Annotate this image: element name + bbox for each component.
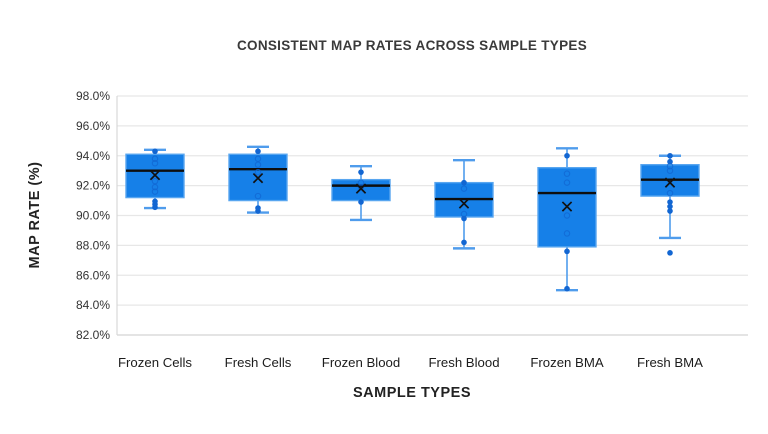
data-point <box>667 158 673 165</box>
y-tick-label: 94.0% <box>76 149 110 163</box>
y-tick-label: 88.0% <box>76 238 110 252</box>
data-point-open <box>563 170 571 177</box>
data-point-open <box>151 177 159 185</box>
y-tick-label: 96.0% <box>76 119 110 133</box>
data-point-open <box>666 189 674 197</box>
chart-title: CONSISTENT MAP RATES ACROSS SAMPLE TYPES <box>236 38 588 53</box>
x-axis-title: SAMPLE TYPES <box>353 385 471 401</box>
box-group-fresh-bma <box>640 152 700 256</box>
category-label: Fresh BMA <box>637 355 703 370</box>
data-point <box>667 199 673 205</box>
mean-marker <box>664 177 676 188</box>
data-point-open <box>254 192 262 200</box>
category-label: Frozen Blood <box>322 355 400 370</box>
category-label: Fresh Cells <box>225 355 292 370</box>
data-point <box>564 285 570 292</box>
data-point <box>564 248 570 255</box>
data-point-open <box>254 168 262 176</box>
box-group-frozen-blood <box>331 165 391 222</box>
y-tick-label: 86.0% <box>76 268 110 282</box>
data-point <box>255 208 261 214</box>
data-point <box>461 239 467 246</box>
data-point <box>667 250 673 256</box>
category-label: Frozen BMA <box>530 355 603 370</box>
data-point-open <box>563 179 571 186</box>
box-group-frozen-cells <box>125 148 185 211</box>
data-point <box>564 152 570 159</box>
category-label: Fresh Blood <box>428 355 499 370</box>
data-point <box>461 179 467 186</box>
box-group-fresh-cells <box>228 145 288 214</box>
category-label: Frozen Cells <box>118 355 192 370</box>
data-point-open <box>357 179 365 186</box>
data-point <box>667 203 673 210</box>
data-point-open <box>666 167 674 174</box>
data-point <box>667 208 673 214</box>
data-point-open <box>460 185 468 192</box>
y-tick-label: 98.0% <box>76 89 110 103</box>
data-point-open <box>254 155 262 162</box>
data-point <box>461 215 467 222</box>
data-point <box>152 204 158 211</box>
mean-marker <box>149 169 161 181</box>
mean-marker <box>252 172 264 184</box>
y-tick-label: 92.0% <box>76 179 110 193</box>
box-group-frozen-bma <box>537 147 597 292</box>
data-point <box>358 199 364 205</box>
data-point-open <box>151 188 159 195</box>
data-point-open <box>151 159 159 167</box>
data-point-open <box>563 212 571 219</box>
data-point-open <box>151 183 159 191</box>
box-group-fresh-blood <box>434 159 494 250</box>
mean-marker <box>355 183 367 194</box>
y-tick-label: 90.0% <box>76 209 110 223</box>
data-point-open <box>254 161 262 168</box>
data-point-open <box>151 155 159 162</box>
data-point <box>255 148 261 155</box>
y-tick-label: 84.0% <box>76 298 110 312</box>
data-point-open <box>357 183 365 191</box>
data-point <box>667 152 673 159</box>
mean-marker <box>561 201 573 212</box>
mean-marker <box>458 198 470 209</box>
data-point <box>358 169 364 175</box>
data-point <box>152 148 158 155</box>
data-point-open <box>563 230 571 237</box>
y-tick-label: 82.0% <box>76 328 110 342</box>
